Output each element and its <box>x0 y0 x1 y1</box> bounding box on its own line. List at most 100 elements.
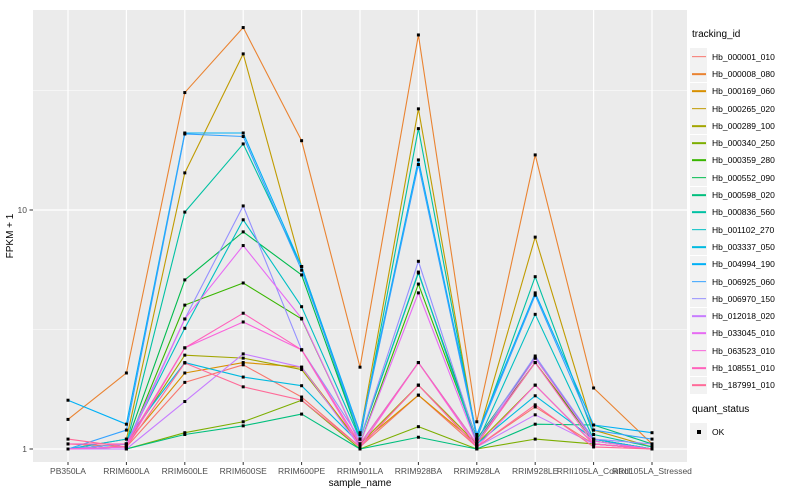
data-point <box>124 445 128 449</box>
data-point <box>416 158 420 162</box>
legend-item-label: Hb_000008_080 <box>712 68 775 79</box>
legend-item-Hb_000001_010: Hb_000001_010 <box>690 48 800 66</box>
legend-item-Hb_000265_020: Hb_000265_020 <box>690 100 800 118</box>
legend-color-line <box>691 107 706 110</box>
x-tick-label: RRII105LA_Control <box>557 466 631 476</box>
data-point <box>592 423 596 427</box>
data-point <box>416 163 420 167</box>
legend-key-swatch <box>690 342 707 360</box>
data-point <box>416 291 420 295</box>
legend-color-line <box>691 349 706 352</box>
legend-title-quant-status: quant_status <box>692 403 750 415</box>
legend-color-line <box>691 384 706 387</box>
legend-item-label: Hb_000001_010 <box>712 51 775 62</box>
x-tick-label: RRIM928BA <box>395 466 443 476</box>
legend-key-swatch <box>690 117 707 135</box>
data-point <box>416 361 420 365</box>
legend-color-line <box>691 211 706 214</box>
data-point <box>241 244 245 248</box>
data-point <box>124 422 128 426</box>
legend-item-Hb_000552_090: Hb_000552_090 <box>690 169 800 187</box>
data-point <box>241 131 245 135</box>
data-point <box>475 420 479 424</box>
data-point <box>183 171 187 175</box>
data-point <box>241 142 245 146</box>
data-point <box>241 52 245 56</box>
data-point <box>241 135 245 139</box>
x-tick-label: RRIM600LA <box>103 466 150 476</box>
legend-key-swatch <box>690 134 707 152</box>
data-point <box>533 383 537 387</box>
legend-key-swatch <box>690 359 707 377</box>
data-point <box>533 275 537 279</box>
legend-color-line <box>691 280 706 283</box>
data-point <box>650 445 654 449</box>
data-point <box>241 385 245 389</box>
legend-item-Hb_012018_020: Hb_012018_020 <box>690 307 800 325</box>
legend-panel: tracking_id Hb_000001_010 Hb_000008_080 Hb… <box>690 28 800 441</box>
legend-item-label: Hb_108551_010 <box>712 362 775 373</box>
legend-item-Hb_000836_560: Hb_000836_560 <box>690 203 800 221</box>
data-point <box>300 348 304 352</box>
y-axis-title: FPKM + 1 <box>5 213 16 258</box>
x-tick-label: RRIM901LA <box>337 466 384 476</box>
legend-color-line <box>691 194 706 196</box>
legend-item-label: Hb_000340_250 <box>712 138 775 149</box>
legend-tracking-items: Hb_000001_010 Hb_000008_080 Hb_000169_060 H… <box>690 48 800 394</box>
data-point <box>358 365 362 369</box>
y-tick-label: 1 <box>22 444 27 454</box>
data-point <box>475 432 479 436</box>
data-point <box>358 445 362 449</box>
data-point <box>183 400 187 404</box>
legend-color-line <box>691 367 706 369</box>
data-point <box>592 437 596 441</box>
legend-item-Hb_187991_010: Hb_187991_010 <box>690 376 800 394</box>
data-point <box>124 428 128 432</box>
data-point <box>241 26 245 30</box>
legend-key-swatch <box>690 273 707 290</box>
legend-item-label: Hb_000289_100 <box>712 120 775 131</box>
data-point <box>533 394 537 398</box>
x-tick-label: RRIM600PE <box>278 466 326 476</box>
legend-title-tracking-id: tracking_id <box>692 29 741 40</box>
legend-key-swatch <box>690 186 707 204</box>
legend-item-Hb_033045_010: Hb_033045_010 <box>690 324 800 342</box>
legend-item-label: OK <box>712 426 725 437</box>
data-point <box>241 424 245 428</box>
data-point <box>533 405 537 409</box>
data-point <box>358 442 362 446</box>
data-point <box>183 278 187 282</box>
data-point <box>124 447 128 451</box>
data-point <box>241 204 245 208</box>
legend-item-Hb_004994_190: Hb_004994_190 <box>690 255 800 273</box>
data-point <box>416 435 420 439</box>
data-point <box>416 393 420 397</box>
data-point <box>533 235 537 239</box>
data-point <box>300 395 304 399</box>
data-point <box>183 432 187 436</box>
data-point <box>66 417 70 421</box>
data-point <box>533 422 537 426</box>
legend-color-line <box>691 332 706 335</box>
data-point <box>592 432 596 436</box>
legend-color-line <box>691 315 706 317</box>
legend-item-quant-OK: OK <box>690 423 800 441</box>
data-point <box>241 218 245 222</box>
data-point <box>183 303 187 307</box>
data-point <box>533 312 537 316</box>
legend-item-label: Hb_000265_020 <box>712 103 775 114</box>
legend-item-label: Hb_033045_010 <box>712 328 775 339</box>
legend-color-line <box>691 176 706 179</box>
legend-key-swatch <box>690 307 707 325</box>
data-point <box>592 442 596 446</box>
data-point <box>183 317 187 321</box>
legend-key-swatch <box>690 151 707 169</box>
data-point <box>183 431 187 435</box>
legend-item-label: Hb_000169_060 <box>712 86 775 97</box>
data-point <box>533 354 537 358</box>
legend-color-line <box>691 73 706 75</box>
legend-item-Hb_003337_050: Hb_003337_050 <box>690 238 800 256</box>
legend-item-label: Hb_012018_020 <box>712 311 775 322</box>
